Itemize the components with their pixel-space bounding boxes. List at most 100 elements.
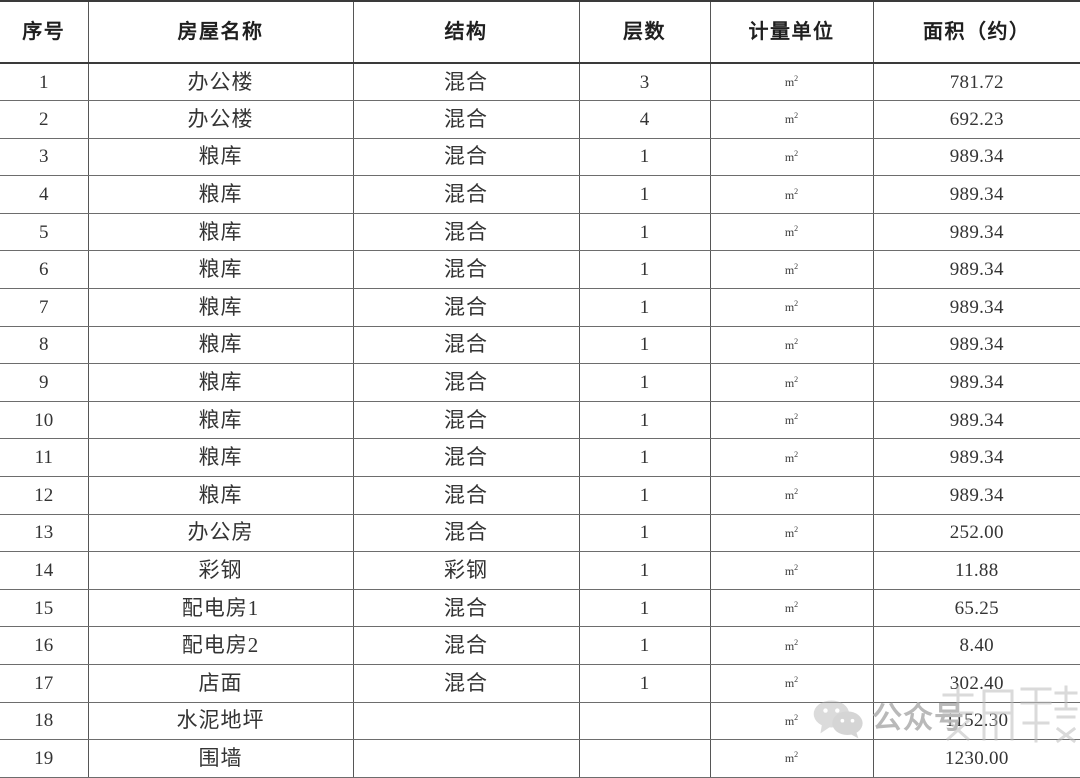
cell-sequence-value: 12 [0,486,88,505]
cell-sequence-value: 17 [0,674,88,693]
cell-sequence: 13 [0,514,88,552]
cell-area: 989.34 [873,176,1080,214]
cell-area-value: 989.34 [874,223,1080,242]
cell-floors-value: 1 [580,223,710,242]
cell-sequence-value: 7 [0,298,88,317]
column-header-area: 面积（约） [873,1,1080,63]
cell-unit-value: m2 [711,677,873,689]
cell-building-name-value: 粮库 [89,146,353,167]
column-header-area-label: 面积（约） [874,22,1080,42]
cell-unit-value: m2 [711,752,873,764]
cell-unit: m2 [710,477,873,515]
cell-structure: 混合 [353,326,579,364]
table-header-row: 序号 房屋名称 结构 层数 计量单位 面积（约） [0,1,1080,63]
cell-area-value: 989.34 [874,335,1080,354]
cell-area: 989.34 [873,251,1080,289]
cell-sequence-value: 8 [0,335,88,354]
cell-sequence: 10 [0,401,88,439]
cell-structure: 混合 [353,439,579,477]
cell-sequence-value: 4 [0,185,88,204]
cell-sequence-value: 3 [0,147,88,166]
cell-building-name-value: 粮库 [89,447,353,468]
cell-unit: m2 [710,627,873,665]
cell-unit-value: m2 [711,602,873,614]
cell-floors-value: 1 [580,486,710,505]
cell-sequence-value: 15 [0,599,88,618]
cell-area-value: 1230.00 [874,749,1080,768]
cell-building-name-value: 办公房 [89,522,353,543]
cell-unit-value: m2 [711,414,873,426]
cell-floors: 1 [579,665,710,703]
cell-area: 989.34 [873,401,1080,439]
cell-area: 781.72 [873,63,1080,101]
cell-area-value: 1152.30 [874,711,1080,730]
cell-structure-value: 混合 [354,447,579,468]
cell-unit: m2 [710,702,873,740]
cell-floors: 1 [579,176,710,214]
cell-sequence-value: 16 [0,636,88,655]
cell-building-name-value: 粮库 [89,222,353,243]
cell-sequence: 11 [0,439,88,477]
cell-floors-value: 1 [580,373,710,392]
cell-area-value: 989.34 [874,298,1080,317]
cell-unit-value: m2 [711,264,873,276]
cell-sequence: 15 [0,589,88,627]
column-header-floors-label: 层数 [580,22,710,42]
cell-area: 302.40 [873,665,1080,703]
cell-area: 1152.30 [873,702,1080,740]
cell-area-value: 989.34 [874,185,1080,204]
cell-structure-value: 混合 [354,635,579,656]
cell-building-name-value: 粮库 [89,297,353,318]
cell-structure: 混合 [353,401,579,439]
cell-area-value: 252.00 [874,523,1080,542]
cell-building-name: 配电房2 [88,627,353,665]
cell-building-name-value: 粮库 [89,485,353,506]
cell-floors-value: 1 [580,335,710,354]
cell-structure: 混合 [353,176,579,214]
cell-area-value: 989.34 [874,486,1080,505]
cell-building-name: 粮库 [88,251,353,289]
cell-structure: 混合 [353,138,579,176]
cell-unit-value: m2 [711,301,873,313]
table-header: 序号 房屋名称 结构 层数 计量单位 面积（约） [0,1,1080,63]
cell-structure-value: 混合 [354,222,579,243]
cell-sequence-value: 5 [0,223,88,242]
cell-building-name-value: 粮库 [89,334,353,355]
cell-building-name: 粮库 [88,477,353,515]
cell-unit-value: m2 [711,113,873,125]
cell-floors-value: 1 [580,411,710,430]
cell-area-value: 8.40 [874,636,1080,655]
cell-floors-value: 1 [580,260,710,279]
cell-area: 1230.00 [873,740,1080,778]
cell-sequence-value: 11 [0,448,88,467]
cell-unit-value: m2 [711,565,873,577]
cell-area-value: 302.40 [874,674,1080,693]
cell-sequence: 12 [0,477,88,515]
cell-building-name-value: 粮库 [89,259,353,280]
cell-unit-value: m2 [711,527,873,539]
cell-floors-value: 4 [580,110,710,129]
cell-building-name-value: 粮库 [89,410,353,431]
cell-structure-value: 混合 [354,146,579,167]
column-header-floors: 层数 [579,1,710,63]
cell-area-value: 65.25 [874,599,1080,618]
cell-unit-value: m2 [711,452,873,464]
cell-sequence: 17 [0,665,88,703]
cell-structure-value: 混合 [354,109,579,130]
cell-sequence: 7 [0,289,88,327]
cell-sequence: 3 [0,138,88,176]
cell-area-value: 989.34 [874,147,1080,166]
cell-unit-value: m2 [711,715,873,727]
cell-building-name: 粮库 [88,176,353,214]
cell-building-name-value: 办公楼 [89,72,353,93]
cell-structure-value: 混合 [354,372,579,393]
cell-unit: m2 [710,364,873,402]
